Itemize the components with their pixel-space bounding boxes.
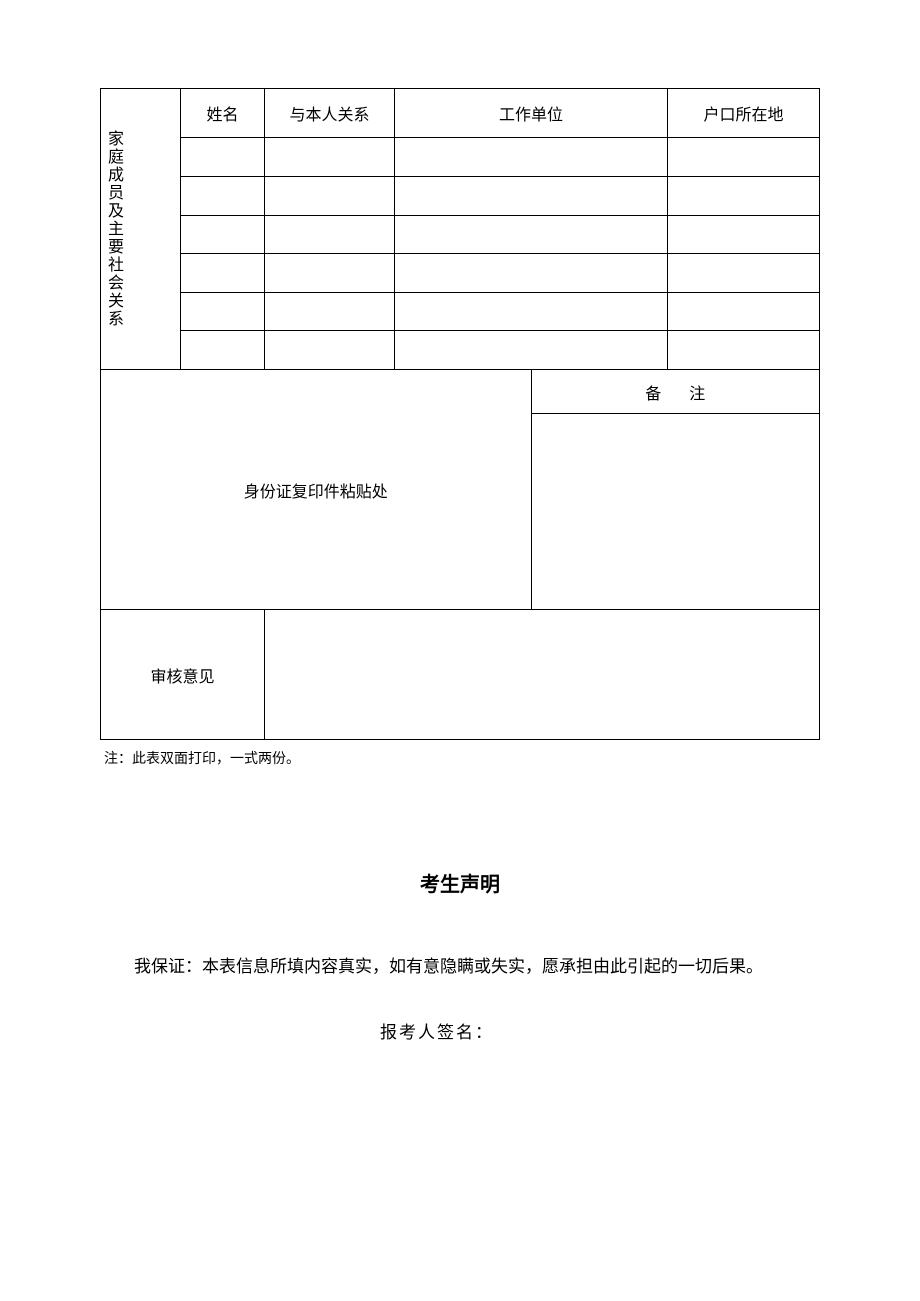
side-label-cell: 家庭成员及主要社会关系 — [101, 89, 181, 370]
signature-label: 报考人签名： — [100, 1018, 820, 1043]
review-content[interactable] — [265, 610, 820, 740]
cell-relation[interactable] — [265, 254, 395, 293]
review-label: 审核意见 — [101, 610, 265, 740]
cell-relation[interactable] — [265, 176, 395, 215]
header-name: 姓名 — [181, 89, 265, 138]
cell-relation[interactable] — [265, 138, 395, 177]
table-row — [101, 215, 820, 254]
remarks-header: 备注 — [531, 370, 820, 414]
cell-relation[interactable] — [265, 292, 395, 331]
family-members-table: 家庭成员及主要社会关系 姓名 与本人关系 工作单位 户口所在地 — [100, 88, 820, 740]
cell-hukou[interactable] — [668, 254, 820, 293]
id-paste-area[interactable]: 身份证复印件粘贴处 — [101, 370, 532, 610]
cell-hukou[interactable] — [668, 292, 820, 331]
side-label: 家庭成员及主要社会关系 — [101, 89, 125, 369]
table-row — [101, 331, 820, 370]
cell-name[interactable] — [181, 331, 265, 370]
cell-name[interactable] — [181, 176, 265, 215]
cell-name[interactable] — [181, 138, 265, 177]
cell-workplace[interactable] — [395, 292, 668, 331]
table-row — [101, 176, 820, 215]
cell-hukou[interactable] — [668, 215, 820, 254]
declaration-body: 我保证：本表信息所填内容真实，如有意隐瞒或失实，愿承担由此引起的一切后果。 — [100, 947, 820, 988]
cell-relation[interactable] — [265, 331, 395, 370]
id-remarks-header-row: 身份证复印件粘贴处 备注 — [101, 370, 820, 414]
cell-workplace[interactable] — [395, 215, 668, 254]
header-relation: 与本人关系 — [265, 89, 395, 138]
table-row — [101, 254, 820, 293]
cell-workplace[interactable] — [395, 138, 668, 177]
table-row — [101, 138, 820, 177]
cell-name[interactable] — [181, 254, 265, 293]
print-note: 注：此表双面打印，一式两份。 — [100, 748, 820, 768]
review-row: 审核意见 — [101, 610, 820, 740]
cell-hukou[interactable] — [668, 331, 820, 370]
remarks-content[interactable] — [531, 414, 820, 610]
cell-workplace[interactable] — [395, 176, 668, 215]
cell-hukou[interactable] — [668, 176, 820, 215]
header-hukou: 户口所在地 — [668, 89, 820, 138]
cell-name[interactable] — [181, 215, 265, 254]
cell-workplace[interactable] — [395, 254, 668, 293]
table-row — [101, 292, 820, 331]
cell-name[interactable] — [181, 292, 265, 331]
cell-relation[interactable] — [265, 215, 395, 254]
table-header-row: 家庭成员及主要社会关系 姓名 与本人关系 工作单位 户口所在地 — [101, 89, 820, 138]
cell-workplace[interactable] — [395, 331, 668, 370]
declaration-title: 考生声明 — [100, 868, 820, 897]
cell-hukou[interactable] — [668, 138, 820, 177]
header-workplace: 工作单位 — [395, 89, 668, 138]
